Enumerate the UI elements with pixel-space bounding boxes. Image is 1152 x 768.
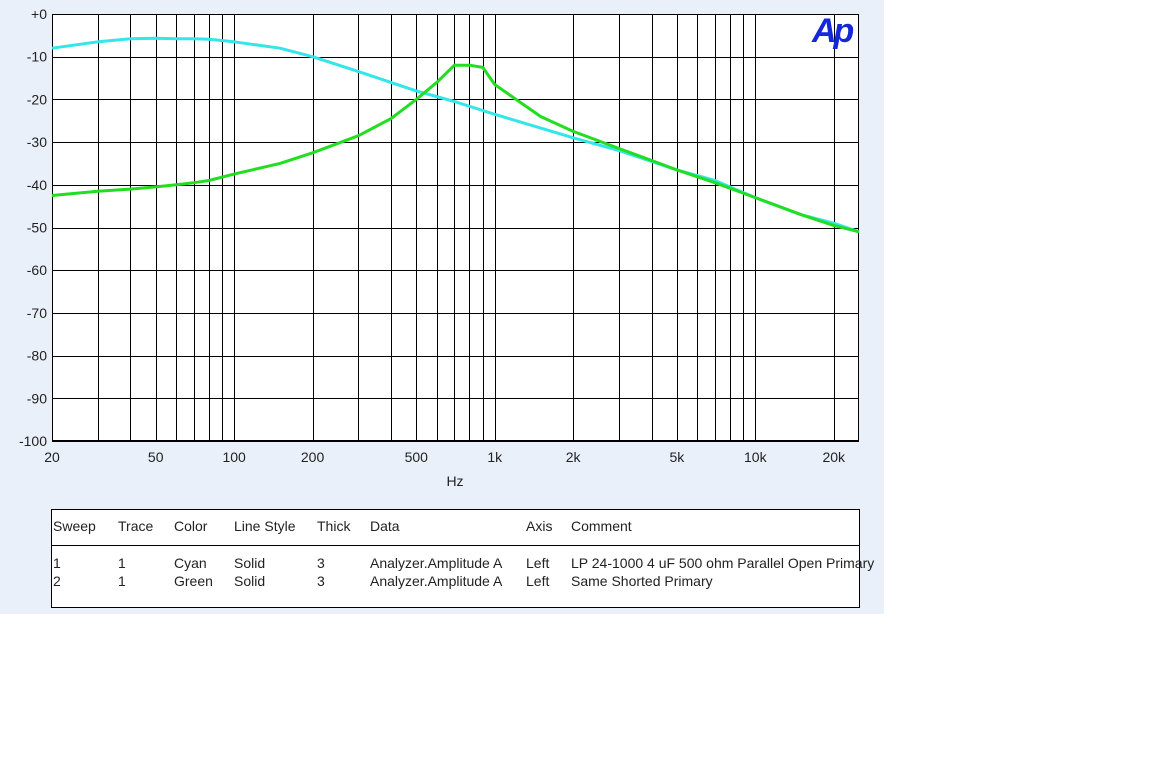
plot-frame — [52, 14, 859, 441]
legend-header-trace: Trace — [118, 518, 154, 534]
x-axis-label: Hz — [446, 473, 463, 489]
legend-divider — [52, 545, 859, 546]
legend-cell-comment: LP 24-1000 4 uF 500 ohm Parallel Open Pr… — [571, 555, 875, 571]
y-tick-label: -90 — [27, 390, 47, 406]
plot-series — [51, 36, 860, 234]
x-tick-label: 50 — [148, 449, 164, 465]
y-tick-label: -40 — [27, 177, 47, 193]
plot-grid — [52, 14, 859, 442]
x-tick-label: 5k — [669, 449, 685, 465]
y-tick-label: -50 — [27, 220, 47, 236]
y-tick-label: -20 — [27, 91, 47, 107]
legend-cell-axis: Left — [526, 555, 550, 571]
y-tick-label: -70 — [27, 305, 47, 321]
y-tick-label: -60 — [27, 262, 47, 278]
legend-cell-trace: 1 — [118, 555, 126, 571]
legend-header-data: Data — [370, 518, 400, 534]
legend-cell-thick: 3 — [317, 555, 325, 571]
legend-cell-thick: 3 — [317, 573, 325, 589]
chart-panel: +0 -10 -20 -30 -40 -50 -60 -70 -80 -90 -100 20 50 100… — [0, 0, 884, 614]
legend-cell-color: Green — [174, 573, 213, 589]
legend-cell-color: Cyan — [174, 555, 207, 571]
y-tick-label: +0 — [31, 6, 47, 22]
y-tick-label: -10 — [27, 49, 47, 65]
legend-cell-data: Analyzer.Amplitude A — [370, 555, 503, 571]
trace-legend-table: Sweep Trace Color Line Style Thick Data … — [51, 509, 874, 608]
legend-header-thick: Thick — [317, 518, 351, 534]
legend-cell-line-style: Solid — [234, 573, 266, 589]
ap-logo: Ap — [812, 12, 854, 50]
legend-header-axis: Axis — [526, 518, 553, 534]
x-tick-label: 1k — [487, 449, 503, 465]
x-tick-label: 2k — [566, 449, 582, 465]
x-tick-label: 500 — [405, 449, 429, 465]
legend-cell-sweep: 2 — [53, 573, 61, 589]
y-tick-label: -80 — [27, 348, 47, 364]
legend-header-comment: Comment — [571, 518, 632, 534]
legend-cell-data: Analyzer.Amplitude A — [370, 573, 503, 589]
legend-cell-line-style: Solid — [234, 555, 266, 571]
plot-area — [52, 14, 859, 441]
legend-header-sweep: Sweep — [53, 518, 96, 534]
y-tick-label: -100 — [19, 433, 47, 449]
legend-cell-trace: 1 — [118, 573, 126, 589]
x-tick-label: 10k — [744, 449, 768, 465]
legend-cell-axis: Left — [526, 573, 550, 589]
legend-cell-comment: Same Shorted Primary — [571, 573, 713, 589]
x-tick-label: 20k — [822, 449, 846, 465]
series-line-2 — [51, 63, 860, 234]
x-tick-label: 200 — [301, 449, 325, 465]
legend-header-line-style: Line Style — [234, 518, 296, 534]
legend-cell-sweep: 1 — [53, 555, 61, 571]
legend-header-color: Color — [174, 518, 208, 534]
x-tick-label: 20 — [44, 449, 60, 465]
x-tick-label: 100 — [222, 449, 246, 465]
y-tick-label: -30 — [27, 134, 47, 150]
